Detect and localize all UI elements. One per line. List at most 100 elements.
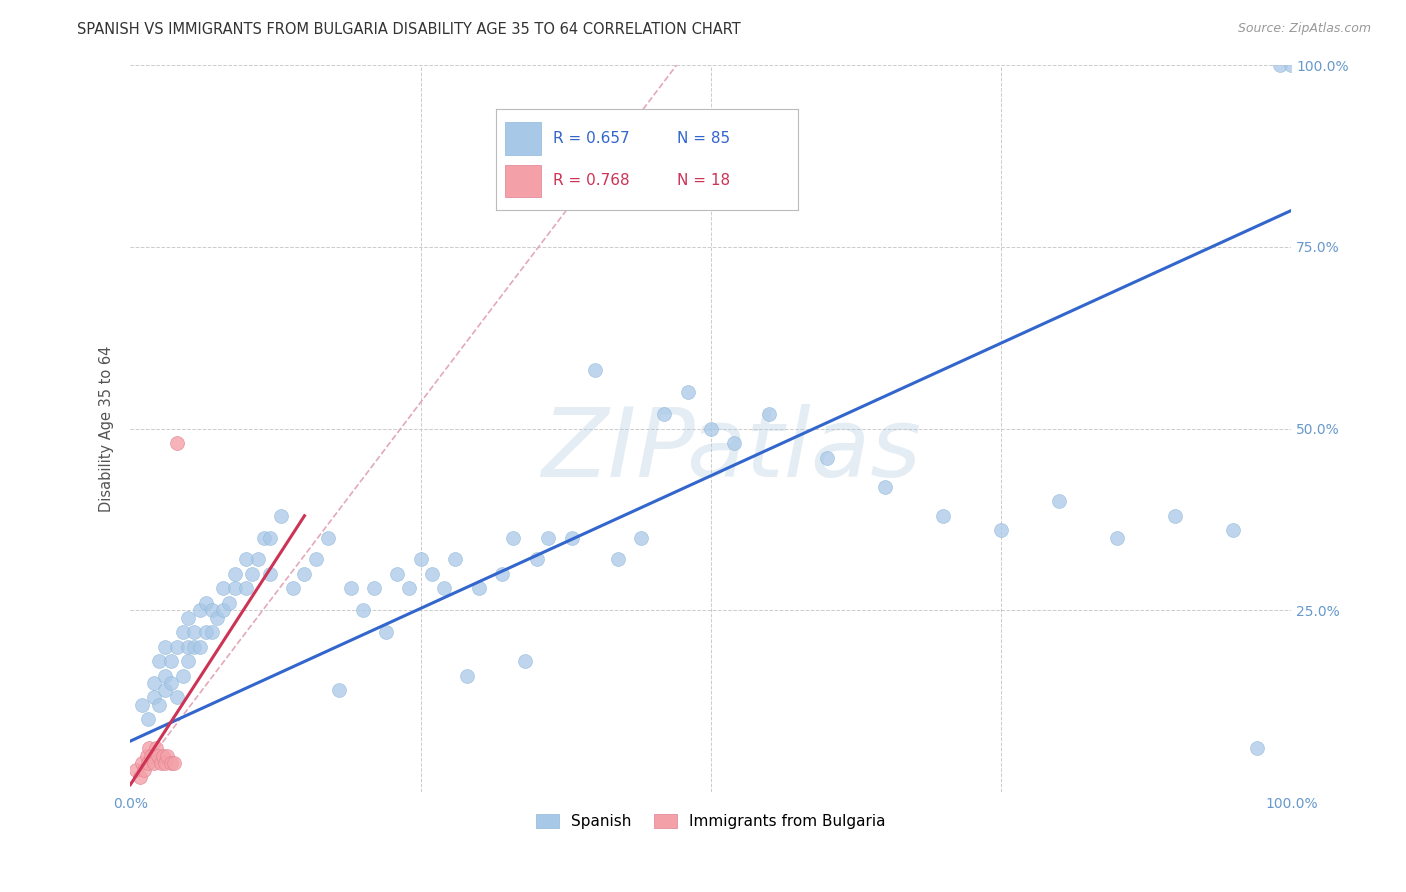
Point xyxy=(200,603,222,617)
Point xyxy=(177,610,200,624)
Point xyxy=(153,756,176,770)
Point xyxy=(125,763,148,777)
Point xyxy=(560,531,582,545)
Point xyxy=(153,668,176,682)
Point xyxy=(815,450,838,465)
Point xyxy=(537,531,560,545)
Point xyxy=(177,654,200,668)
Point xyxy=(128,771,150,785)
Point xyxy=(409,552,432,566)
Point xyxy=(240,566,263,581)
Legend: Spanish, Immigrants from Bulgaria: Spanish, Immigrants from Bulgaria xyxy=(530,808,891,835)
Point xyxy=(224,582,246,596)
Point xyxy=(247,552,270,566)
Point xyxy=(873,480,896,494)
Point xyxy=(676,385,699,400)
Point xyxy=(166,640,188,654)
Point xyxy=(188,603,211,617)
Point xyxy=(398,582,420,596)
Point xyxy=(1246,741,1268,756)
Point xyxy=(160,654,183,668)
Point xyxy=(183,640,205,654)
Point xyxy=(177,640,200,654)
Point xyxy=(149,756,172,770)
Point xyxy=(758,407,780,421)
Point xyxy=(444,552,467,566)
Point xyxy=(148,748,170,763)
Point xyxy=(294,566,316,581)
Point xyxy=(235,582,257,596)
Point xyxy=(212,603,235,617)
Point xyxy=(1164,508,1187,523)
Point xyxy=(513,654,536,668)
Point xyxy=(153,683,176,698)
Point xyxy=(363,582,385,596)
Point xyxy=(281,582,304,596)
Point xyxy=(131,698,153,712)
Point xyxy=(433,582,456,596)
Point xyxy=(145,741,167,756)
Point xyxy=(270,508,292,523)
Point xyxy=(153,640,176,654)
Point xyxy=(235,552,257,566)
Point xyxy=(136,756,159,770)
Point xyxy=(152,748,174,763)
Point xyxy=(172,668,194,682)
Point xyxy=(387,566,409,581)
Point xyxy=(138,741,160,756)
Point xyxy=(141,748,163,763)
Y-axis label: Disability Age 35 to 64: Disability Age 35 to 64 xyxy=(100,345,114,512)
Point xyxy=(188,640,211,654)
Point xyxy=(156,748,179,763)
Text: Source: ZipAtlas.com: Source: ZipAtlas.com xyxy=(1237,22,1371,36)
Point xyxy=(194,625,217,640)
Point xyxy=(148,698,170,712)
Text: ZIP: ZIP xyxy=(541,404,695,497)
Point xyxy=(654,407,676,421)
Point xyxy=(136,712,159,726)
Point xyxy=(700,421,723,435)
Point xyxy=(163,756,186,770)
Point xyxy=(1222,523,1244,537)
Point xyxy=(148,654,170,668)
Text: SPANISH VS IMMIGRANTS FROM BULGARIA DISABILITY AGE 35 TO 64 CORRELATION CHART: SPANISH VS IMMIGRANTS FROM BULGARIA DISA… xyxy=(77,22,741,37)
Point xyxy=(607,552,630,566)
Point xyxy=(172,625,194,640)
Point xyxy=(491,566,513,581)
Point xyxy=(166,436,188,450)
Point xyxy=(328,683,350,698)
Point xyxy=(131,756,153,770)
Point xyxy=(583,363,606,377)
Point xyxy=(253,531,276,545)
Point xyxy=(1107,531,1129,545)
Point xyxy=(160,676,183,690)
Point xyxy=(723,436,745,450)
Point xyxy=(134,763,156,777)
Point xyxy=(456,668,478,682)
Point xyxy=(630,531,652,545)
Point xyxy=(218,596,240,610)
Point xyxy=(166,690,188,705)
Point xyxy=(183,625,205,640)
Text: atlas: atlas xyxy=(686,404,921,497)
Point xyxy=(932,508,955,523)
Point xyxy=(200,625,222,640)
Point xyxy=(212,582,235,596)
Point xyxy=(374,625,396,640)
Point xyxy=(526,552,548,566)
Point xyxy=(160,756,183,770)
Point xyxy=(259,531,281,545)
Point xyxy=(502,531,524,545)
Point xyxy=(135,748,157,763)
Point xyxy=(352,603,374,617)
Point xyxy=(1268,58,1291,72)
Point xyxy=(990,523,1012,537)
Point xyxy=(194,596,217,610)
Point xyxy=(420,566,443,581)
Point xyxy=(1047,494,1070,508)
Point xyxy=(467,582,489,596)
Point xyxy=(316,531,339,545)
Point xyxy=(142,676,165,690)
Point xyxy=(142,690,165,705)
Point xyxy=(305,552,328,566)
